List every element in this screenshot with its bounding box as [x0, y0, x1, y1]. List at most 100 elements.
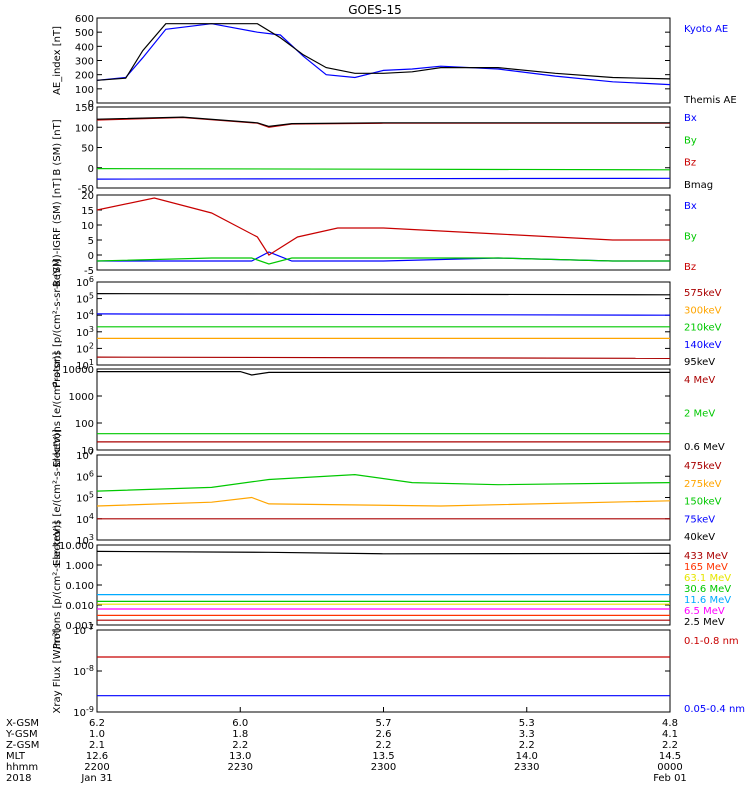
y-tick-label: 104 [76, 308, 94, 323]
legend-label: Bx [684, 201, 697, 212]
y-axis-label: Protons [p/(cm²-s-sr-keV)] [52, 521, 63, 649]
panel-frame [96, 544, 671, 626]
y-tick-label: 150 [75, 103, 94, 114]
legend-label: 0.6 MeV [684, 442, 725, 453]
y-tick-label: 10.000 [59, 541, 94, 552]
legend-label: 4 MeV [684, 375, 715, 386]
legend-label: Kyoto AE [684, 24, 728, 35]
ephemeris-value: 2200 [84, 762, 109, 773]
panel-frame [96, 106, 671, 189]
legend-label: 63.1 MeV [684, 573, 731, 584]
ephemeris-value: 3.3 [519, 729, 535, 740]
legend-label: 210keV [684, 323, 722, 334]
ephemeris-value: 4.8 [662, 718, 678, 729]
y-tick-label: 10000 [62, 365, 94, 376]
series-line [96, 496, 671, 507]
y-tick-label: 100 [75, 123, 94, 134]
series-line [96, 23, 671, 86]
ephemeris-value: 5.7 [376, 718, 392, 729]
series-line [96, 197, 670, 256]
legend-label: 140keV [684, 340, 722, 351]
y-tick-label: 100 [75, 85, 94, 96]
legend-label: 2.5 MeV [684, 617, 725, 628]
y-axis-label: B (SM)-IGRF (SM) [nT] [52, 178, 63, 287]
y-tick-label: -5 [84, 266, 94, 277]
y-tick-label: 5 [88, 236, 94, 247]
ephemeris-value: 2230 [228, 762, 253, 773]
legend-label: 30.6 MeV [684, 584, 731, 595]
y-tick-label: 10 [81, 221, 94, 232]
legend-label: 11.6 MeV [684, 595, 731, 606]
y-tick-label: 500 [75, 28, 94, 39]
ephemeris-value: 12.6 [86, 751, 108, 762]
y-axis-label: Protons [p/(cm²-s-sr-keV)] [52, 259, 63, 387]
legend-label: Bz [684, 262, 696, 273]
panel-frame [96, 194, 671, 271]
y-tick-label: 400 [75, 42, 94, 53]
ephemeris-value: 1.8 [232, 729, 248, 740]
y-axis-label: Electrons [e/(cm²-s-sr-keV)] [52, 429, 63, 566]
ephemeris-value: Feb 01 [653, 773, 687, 784]
panel-frame [96, 629, 671, 713]
ephemeris-value: 0000 [657, 762, 682, 773]
ephemeris-value: Jan 31 [80, 773, 112, 784]
y-tick-label: 105 [76, 490, 94, 505]
ephemeris-value: 5.3 [519, 718, 535, 729]
y-tick-label: 103 [76, 324, 94, 339]
series-line [96, 177, 671, 180]
series-line [96, 116, 670, 128]
ephemeris-value: 2.2 [232, 740, 248, 751]
ephemeris-row-label: Z-GSM [6, 740, 39, 751]
y-axis-label: Xray Flux [W/m²] [52, 628, 63, 713]
y-tick-label: 300 [75, 57, 94, 68]
legend-label: By [684, 135, 697, 146]
legend-label: 475keV [684, 461, 722, 472]
legend-label: 95keV [684, 357, 715, 368]
legend-label: 165 MeV [684, 562, 728, 573]
y-tick-label: 600 [75, 14, 94, 25]
series-line [96, 168, 671, 171]
y-tick-label: 20 [81, 191, 94, 202]
ephemeris-value: 6.0 [232, 718, 248, 729]
y-tick-label: 106 [76, 469, 94, 484]
y-tick-label: 0 [88, 99, 94, 110]
ephemeris-row-label: X-GSM [6, 718, 39, 729]
y-tick-label: 1000 [69, 392, 94, 403]
panel-frame [96, 454, 671, 541]
y-tick-label: 0.100 [65, 581, 94, 592]
ephemeris-row-label: 2018 [6, 773, 31, 784]
legend-label: 40keV [684, 532, 715, 543]
legend-label: 0.1-0.8 nm [684, 636, 739, 647]
legend-label: Themis AE [683, 95, 737, 106]
ephemeris-value: 14.5 [659, 751, 681, 762]
y-tick-label: 0 [88, 251, 94, 262]
series-line [96, 356, 671, 359]
y-tick-label: 200 [75, 71, 94, 82]
y-tick-label: 0.010 [65, 601, 94, 612]
legend-label: 6.5 MeV [684, 606, 725, 617]
panel-frame [96, 281, 671, 366]
series-line [96, 23, 671, 81]
legend-label: By [684, 232, 697, 243]
ephemeris-value: 13.5 [372, 751, 394, 762]
panel-frame [96, 368, 671, 451]
ephemeris-value: 2.6 [376, 729, 392, 740]
legend-label: Bz [684, 158, 696, 169]
y-tick-label: 102 [76, 341, 94, 356]
panel-frame [96, 17, 671, 104]
legend-label: 300keV [684, 305, 722, 316]
series-line [96, 473, 671, 492]
series-line [96, 550, 671, 555]
legend-label: 275keV [684, 479, 722, 490]
series-line [97, 371, 670, 376]
ephemeris-value: 1.0 [89, 729, 105, 740]
ephemeris-row-label: Y-GSM [5, 729, 38, 740]
y-tick-label: 10-9 [73, 705, 94, 720]
y-tick-label: 0 [88, 164, 94, 175]
legend-label: 75keV [684, 514, 715, 525]
y-tick-label: 100 [75, 419, 94, 430]
ephemeris-value: 4.1 [662, 729, 678, 740]
legend-label: 575keV [684, 288, 722, 299]
legend-label: 433 MeV [684, 551, 728, 562]
y-tick-label: 0.001 [65, 621, 94, 632]
